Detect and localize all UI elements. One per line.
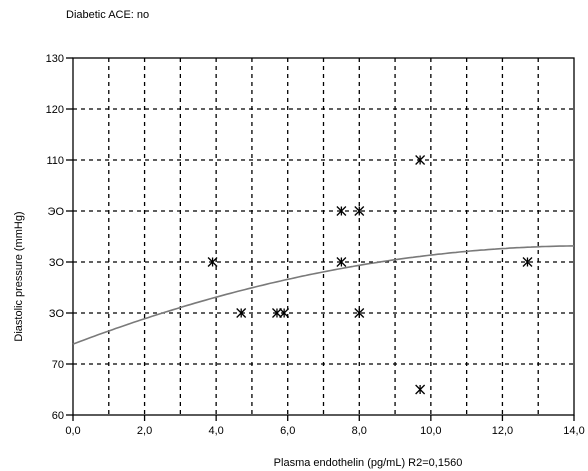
x-tick-label: 6,0 (280, 425, 295, 437)
x-tick-label: 4,0 (208, 425, 223, 437)
y-tick-label: 120 (46, 104, 64, 116)
y-tick-label: 60 (52, 410, 64, 422)
x-axis-ticks: 0,0 2,0 4,0 6,0 8,0 10,0 12,0 14,0 (65, 415, 584, 437)
grid (73, 58, 574, 415)
y-tick-label: 70 (52, 359, 64, 371)
data-point-marker (416, 156, 425, 165)
y-tick-label: ЗО (49, 308, 65, 320)
x-axis-title: Plasma endothelin (pg/mL) R2=0,1560 (274, 457, 463, 469)
x-tick-label: 8,0 (352, 425, 367, 437)
data-point-marker (280, 309, 289, 318)
data-point-marker (416, 385, 425, 394)
x-tick-label: 10,0 (420, 425, 441, 437)
x-tick-label: 14,0 (563, 425, 584, 437)
y-axis-ticks: 60 70 ЗО ЗО ЭО 110 120 130 (46, 53, 73, 422)
y-tick-label: ЭО (48, 206, 65, 218)
x-tick-label: 0,0 (65, 425, 80, 437)
y-tick-label: ЗО (49, 257, 65, 269)
x-tick-label: 2,0 (137, 425, 152, 437)
x-tick-label: 12,0 (492, 425, 513, 437)
y-tick-label: 110 (46, 155, 64, 167)
y-axis-title: Diastolic pressure (mmHg) (13, 211, 25, 341)
data-points (208, 156, 532, 395)
y-tick-label: 130 (46, 53, 64, 65)
